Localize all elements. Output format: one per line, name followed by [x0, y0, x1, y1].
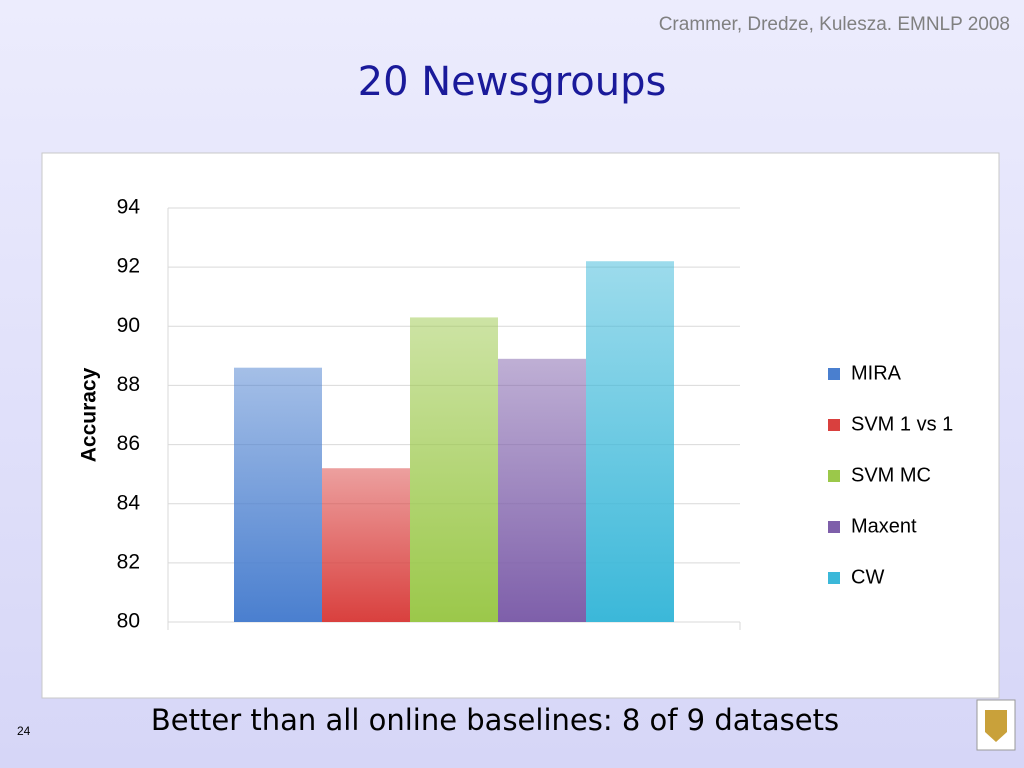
legend-label: MIRA [851, 362, 902, 384]
bar [322, 468, 410, 622]
legend-swatch [828, 572, 840, 584]
y-tick-label: 88 [117, 373, 140, 396]
y-tick-label: 94 [117, 196, 141, 219]
bar [410, 317, 498, 622]
chart-title: 20 Newsgroups [358, 59, 667, 105]
bar [234, 367, 322, 622]
y-tick-label: 90 [117, 314, 140, 337]
legend-label: SVM MC [851, 464, 931, 486]
page-number: 24 [17, 724, 31, 738]
logo-emblem [985, 710, 1007, 742]
bar [498, 358, 586, 622]
y-tick-label: 84 [117, 491, 141, 514]
legend-swatch [828, 470, 840, 482]
legend-swatch [828, 419, 840, 431]
legend-swatch [828, 368, 840, 380]
legend-label: SVM 1 vs 1 [851, 413, 953, 435]
slide-caption: Better than all online baselines: 8 of 9… [151, 703, 839, 737]
legend-label: Maxent [851, 515, 917, 537]
bar [586, 261, 674, 622]
y-tick-label: 80 [117, 610, 140, 633]
y-tick-label: 92 [117, 255, 140, 278]
slide-header: Crammer, Dredze, Kulesza. EMNLP 2008 [659, 14, 1010, 35]
legend-label: CW [851, 566, 884, 588]
y-tick-label: 86 [117, 432, 140, 455]
y-axis-label: Accuracy [78, 367, 101, 462]
y-tick-label: 82 [117, 550, 140, 573]
legend-swatch [828, 521, 840, 533]
